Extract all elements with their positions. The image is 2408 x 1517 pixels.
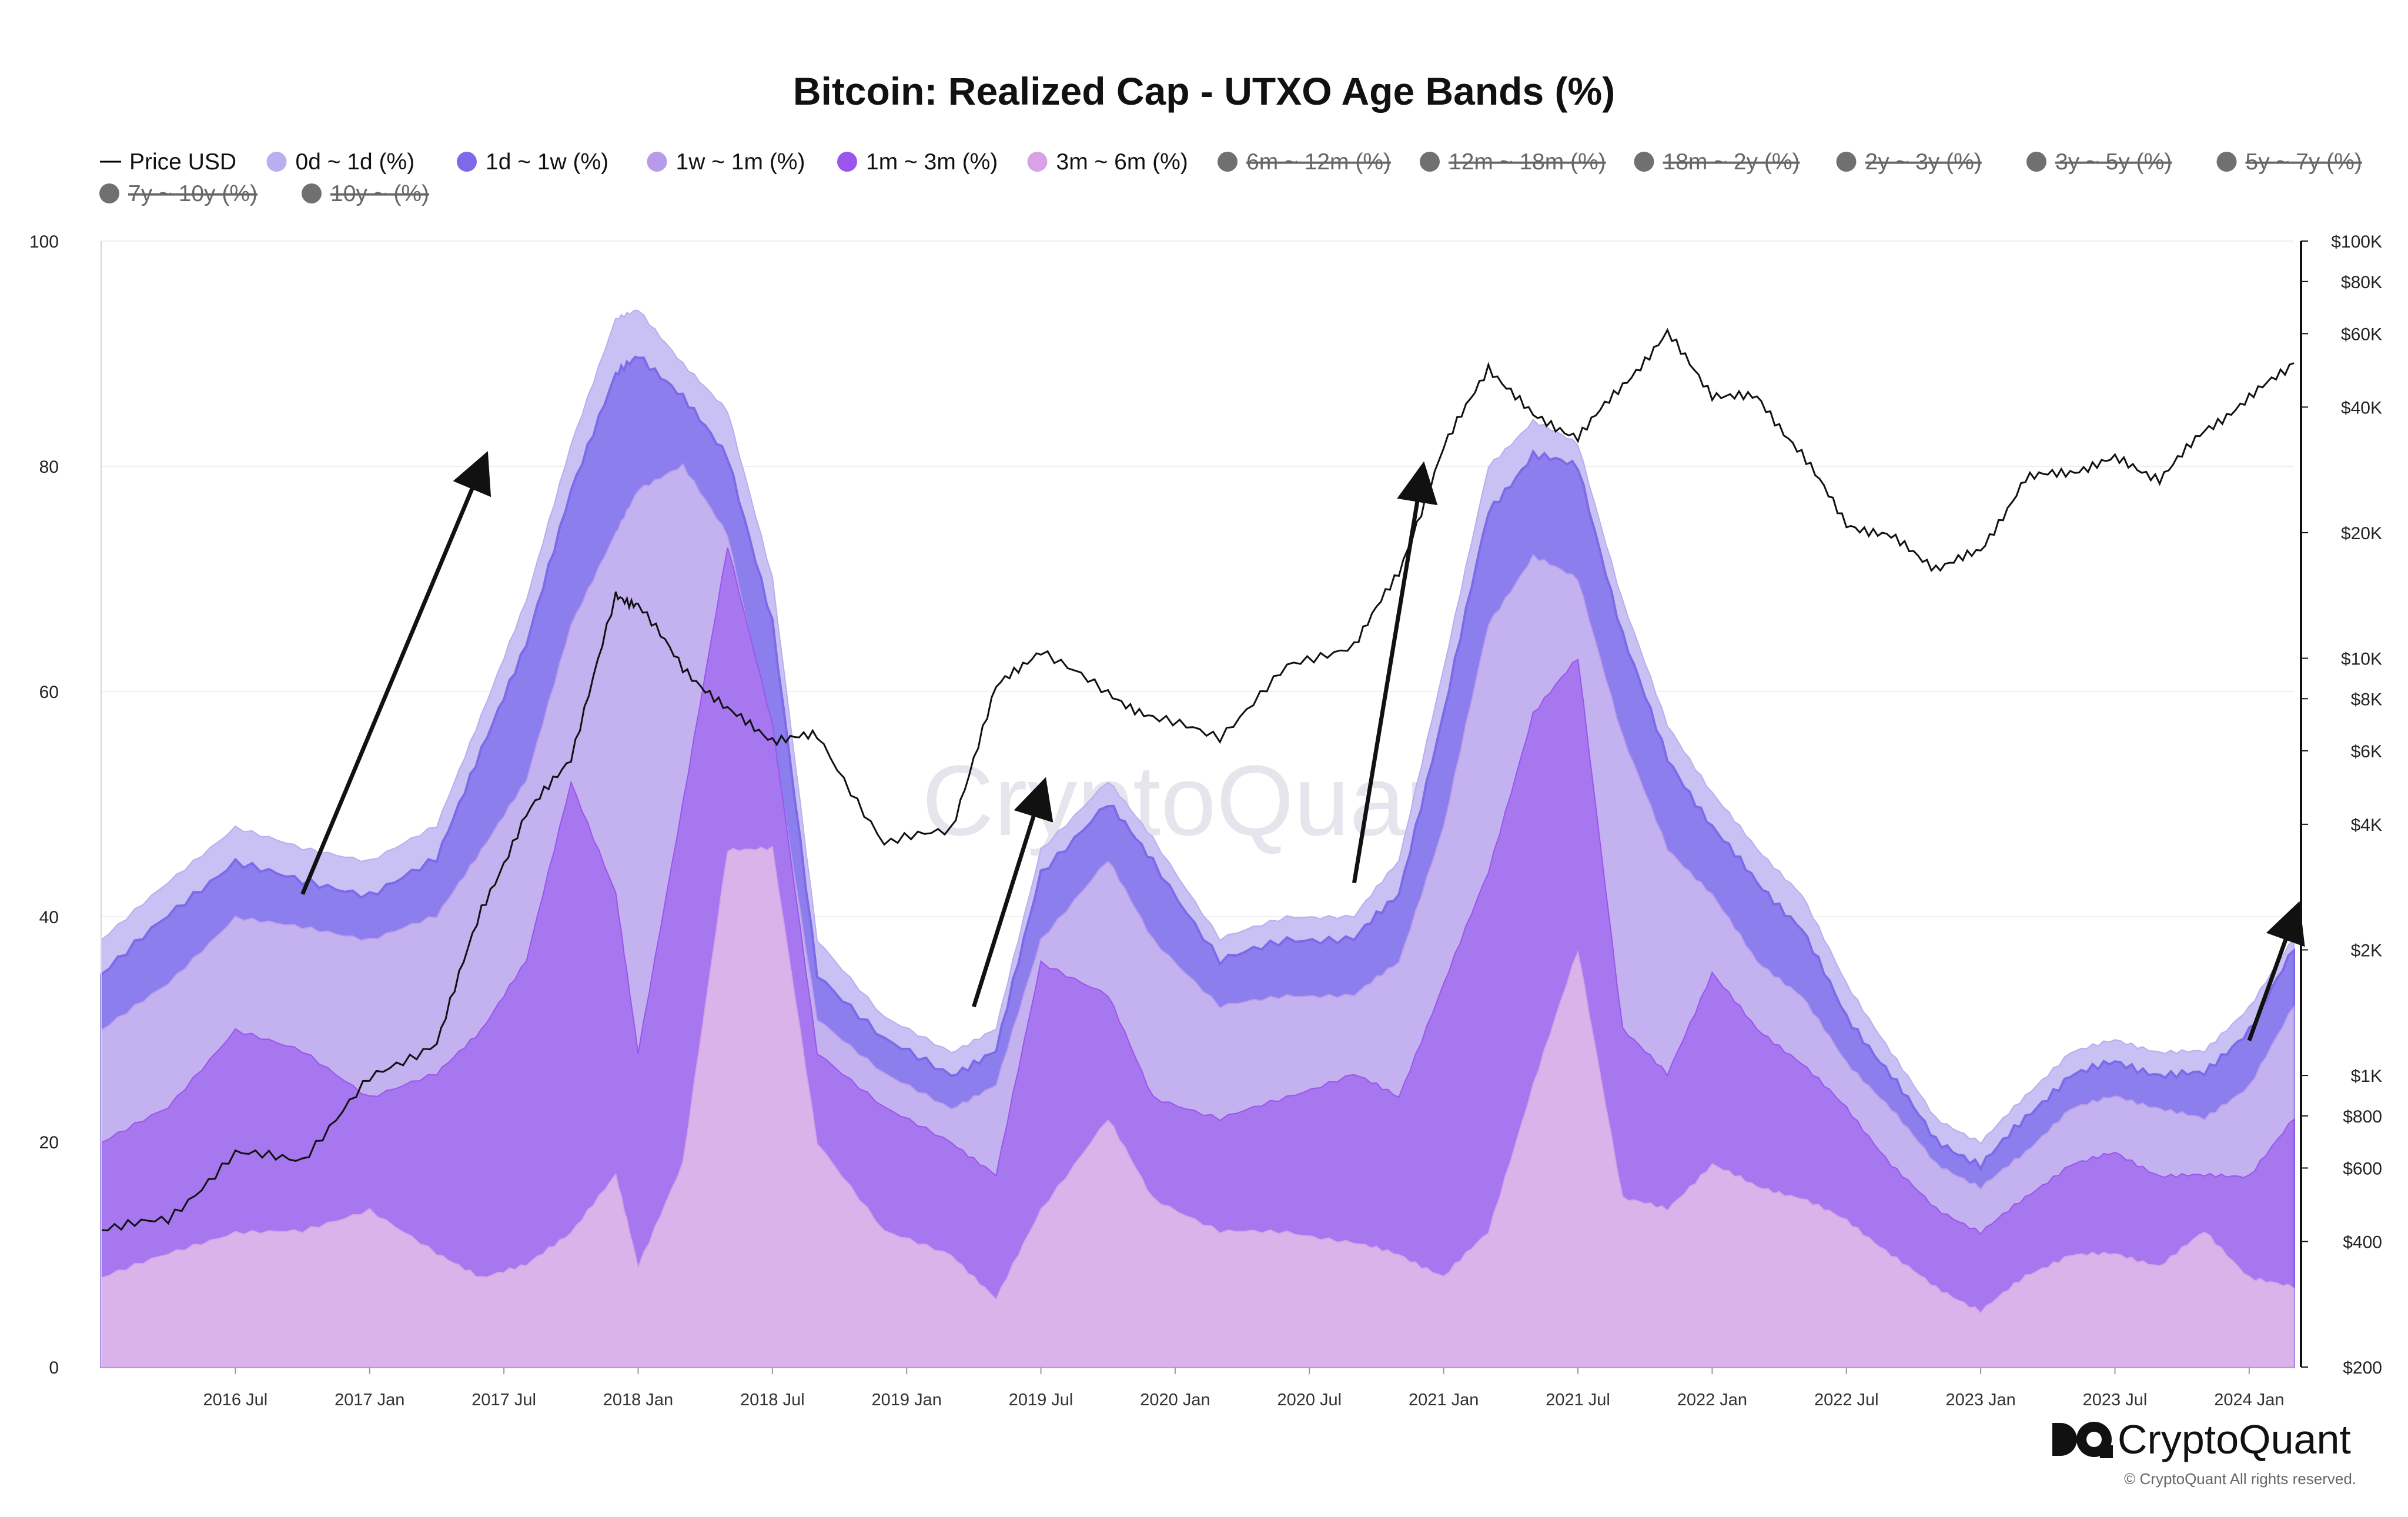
brand-logo: CryptoQuant [2052, 1416, 2351, 1462]
copyright: © CryptoQuant All rights reserved. [2124, 1470, 2356, 1488]
legend-dot-icon [647, 152, 667, 172]
y-right-tick-label: $800 [2343, 1107, 2382, 1127]
axes: 0 20 40 60 80 100 $200 $400 $600 $800 $1K $2K $4K $6K… [29, 232, 2382, 1409]
legend-dot-icon [2026, 152, 2046, 172]
area-1m-3m [101, 547, 2295, 1368]
trend-arrow-icon [2247, 901, 2305, 1041]
legend: Price USD 0d ~ 1d (%) 1d ~ 1w (%) 1w ~ 1m (… [99, 149, 2362, 206]
legend-label: 6m ~ 12m (%) [1246, 149, 1391, 175]
x-tick-label: 2021 Jan [1409, 1391, 1479, 1409]
legend-item-price-usd[interactable]: Price USD [100, 149, 236, 175]
legend-item-3y-5y[interactable]: 3y ~ 5y (%) [2026, 149, 2172, 175]
legend-label: 5y ~ 7y (%) [2246, 149, 2362, 175]
x-tick-label: 2022 Jul [1814, 1391, 1879, 1409]
legend-dot-icon [837, 152, 857, 172]
legend-item-12m-18m[interactable]: 12m ~ 18m (%) [1420, 149, 1606, 175]
legend-item-1d-1w[interactable]: 1d ~ 1w (%) [457, 149, 608, 175]
legend-dot-icon [1634, 152, 1654, 172]
y-left-tick-label: 80 [39, 457, 59, 477]
legend-label: 1w ~ 1m (%) [676, 149, 805, 175]
y-left-tick-label: 40 [39, 908, 59, 927]
x-tick-label: 2018 Jan [603, 1391, 673, 1409]
legend-label: 0d ~ 1d (%) [296, 149, 415, 175]
legend-dot-icon [1218, 152, 1238, 172]
legend-label: 2y ~ 3y (%) [1865, 149, 1982, 175]
x-tick-label: 2018 Jul [740, 1391, 805, 1409]
y-right-tick-label: $8K [2351, 690, 2382, 709]
x-tick-label: 2019 Jan [872, 1391, 942, 1409]
brand-name: CryptoQuant [2118, 1416, 2351, 1462]
legend-dot-icon [1836, 152, 1857, 172]
legend-dot-icon [1420, 152, 1440, 172]
y-right-tick-label: $200 [2343, 1358, 2382, 1378]
y-right-tick-label: $600 [2343, 1159, 2382, 1178]
y-left-tick-label: 20 [39, 1133, 59, 1152]
y-right-tick-label: $1K [2351, 1067, 2382, 1086]
x-tick-label: 2023 Jul [2083, 1391, 2148, 1409]
legend-label: 7y ~ 10y (%) [128, 181, 257, 206]
y-right-tick-label: $20K [2341, 524, 2382, 543]
x-tick-label: 2020 Jan [1140, 1391, 1210, 1409]
y-right-tick-label: $2K [2351, 941, 2382, 960]
trend-arrow-icon [972, 777, 1054, 1008]
legend-dot-icon [99, 183, 119, 203]
legend-item-10y[interactable]: 10y ~ (%) [302, 181, 429, 206]
x-tick-label: 2024 Jan [2214, 1391, 2284, 1409]
legend-dot-icon [2216, 152, 2237, 172]
y-left-tick-label: 60 [39, 683, 59, 702]
legend-item-1m-3m[interactable]: 1m ~ 3m (%) [837, 149, 998, 175]
y-left-tick-label: 0 [49, 1358, 59, 1378]
legend-item-0d-1d[interactable]: 0d ~ 1d (%) [266, 149, 415, 175]
trend-arrow-icon [1352, 461, 1438, 884]
legend-label: 1m ~ 3m (%) [866, 149, 998, 175]
legend-item-6m-12m[interactable]: 6m ~ 12m (%) [1218, 149, 1391, 175]
y-right-tick-label: $6K [2351, 742, 2382, 761]
x-tick-label: 2019 Jul [1009, 1391, 1073, 1409]
legend-item-18m-2y[interactable]: 18m ~ 2y (%) [1634, 149, 1800, 175]
legend-item-1w-1m[interactable]: 1w ~ 1m (%) [647, 149, 805, 175]
annotation-arrows [300, 451, 2305, 1041]
legend-item-5y-7y[interactable]: 5y ~ 7y (%) [2216, 149, 2362, 175]
legend-dot-icon [302, 183, 322, 203]
x-tick-label: 2017 Jan [335, 1391, 404, 1409]
legend-label: Price USD [129, 149, 236, 175]
cryptoquant-logo-icon [2052, 1422, 2113, 1458]
legend-label: 1d ~ 1w (%) [486, 149, 608, 175]
y-right-tick-label: $4K [2351, 816, 2382, 835]
x-tick-label: 2020 Jul [1277, 1391, 1342, 1409]
x-tick-label: 2022 Jan [1677, 1391, 1747, 1409]
legend-label: 12m ~ 18m (%) [1449, 149, 1606, 175]
y-right-tick-label: $100K [2331, 232, 2382, 252]
y-right-tick-label: $60K [2341, 325, 2382, 344]
x-tick-label: 2023 Jan [1945, 1391, 2015, 1409]
legend-item-7y-10y[interactable]: 7y ~ 10y (%) [99, 181, 257, 206]
legend-label: 10y ~ (%) [330, 181, 429, 206]
area-series [100, 309, 2295, 1368]
legend-item-3m-6m[interactable]: 3m ~ 6m (%) [1027, 149, 1188, 175]
legend-label: 3y ~ 5y (%) [2055, 149, 2172, 175]
y-left-tick-label: 100 [29, 232, 59, 252]
y-right-tick-label: $400 [2343, 1232, 2382, 1252]
legend-label: 18m ~ 2y (%) [1663, 149, 1800, 175]
x-tick-label: 2021 Jul [1546, 1391, 1610, 1409]
trend-arrow-icon [300, 451, 491, 896]
legend-item-2y-3y[interactable]: 2y ~ 3y (%) [1836, 149, 1982, 175]
legend-label: 3m ~ 6m (%) [1056, 149, 1188, 175]
legend-dot-icon [1027, 152, 1048, 172]
line-price-usd [101, 328, 2295, 1232]
area-3m-6m [101, 846, 2295, 1368]
x-tick-label: 2017 Jul [471, 1391, 536, 1409]
y-right-tick-label: $10K [2341, 650, 2382, 669]
x-tick-label: 2016 Jul [203, 1391, 268, 1409]
chart-title: Bitcoin: Realized Cap - UTXO Age Bands (… [793, 69, 1615, 113]
y-right-tick-label: $80K [2341, 273, 2382, 292]
legend-dot-icon [266, 152, 287, 172]
legend-dot-icon [457, 152, 477, 172]
y-right-tick-label: $40K [2341, 398, 2382, 417]
price-series [101, 328, 2295, 1232]
